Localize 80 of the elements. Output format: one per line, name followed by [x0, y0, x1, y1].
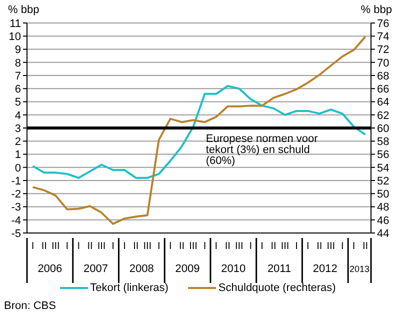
y-axis-title: % bbp [8, 4, 40, 16]
text: 2012 [312, 263, 338, 275]
x-tick-label: II [224, 241, 230, 252]
x-tick-label: III [189, 241, 198, 252]
text: 2010 [221, 263, 246, 275]
y-tick-label: -5 [11, 228, 21, 240]
y-tick-label: -2 [11, 188, 21, 201]
x-tick-label: I [249, 241, 252, 252]
text: 2007 [84, 263, 108, 275]
y2-tick-label: 62 [377, 110, 390, 122]
y2-tick-label: 46 [377, 214, 390, 227]
x-tick-label: III [143, 241, 152, 252]
x-tick-label: II [87, 241, 93, 252]
x-tick-label: I [157, 241, 160, 252]
y2-tick-label: 56 [377, 149, 390, 162]
text: 2006 [38, 263, 62, 275]
x-tick-label: I [123, 241, 126, 252]
x-tick-label: II [41, 241, 47, 252]
x-tick-label: I [77, 241, 80, 252]
x-tick-label: I [168, 241, 172, 252]
x-tick-label: II [316, 241, 322, 252]
y-tick-label: 7 [14, 70, 21, 82]
y-tick-label: 10 [8, 31, 21, 44]
legend-label: Tekort (linkeras) [90, 282, 168, 294]
x-tick-label: II [179, 241, 185, 252]
x-tick-label: III [280, 241, 290, 252]
x-tick-label: I [340, 241, 344, 252]
text: Bron: CBS [4, 300, 56, 312]
x-tick-label: II [133, 241, 139, 252]
y-tick-label: 9 [14, 44, 21, 56]
x-tick-label: I [66, 241, 69, 252]
y2-tick-label: 60 [377, 122, 390, 135]
y-tick-label: 6 [14, 84, 21, 96]
y2-tick-label: 74 [377, 31, 390, 44]
x-tick-label: III [97, 241, 106, 252]
y-tick-label: 2 [14, 136, 21, 148]
text: 2009 [175, 263, 200, 275]
text: 2013 [350, 264, 370, 274]
x-tick-label: III [51, 241, 60, 252]
x-tick-label: I [306, 241, 310, 252]
y2-axis-title: % bbp [360, 4, 392, 16]
y2-tick-label: 50 [377, 188, 390, 201]
y2-tick-label: 68 [377, 70, 390, 82]
y2-tick-label: 48 [377, 202, 390, 214]
y2-tick-label: 52 [377, 175, 390, 188]
y2-tick-label: 58 [377, 136, 390, 148]
y-tick-label: -1 [11, 175, 21, 188]
y2-tick-label: 76 [377, 18, 390, 30]
x-tick-label: I [203, 241, 206, 252]
y2-tick-label: 72 [377, 44, 390, 56]
x-tick-label: II [270, 241, 276, 252]
y2-tick-label: 66 [377, 84, 390, 96]
x-tick-label: I [31, 241, 34, 252]
line-series [32, 36, 366, 225]
y-tick-label: 5 [14, 96, 21, 109]
x-tick-label: II [362, 241, 368, 252]
line-series [32, 85, 366, 179]
x-tick-label: III [326, 241, 336, 252]
x-tick-label: I [352, 241, 356, 252]
x-tick-label: III [234, 241, 244, 252]
y-tick-label: -4 [11, 214, 21, 227]
y-tick-label: 0 [14, 162, 21, 174]
x-tick-label: I [260, 241, 264, 252]
x-tick-label: I [112, 241, 114, 252]
text: 2011 [267, 263, 292, 275]
y2-tick-label: 44 [377, 228, 390, 240]
y-tick-label: 11 [10, 18, 21, 30]
y-tick-label: 1 [14, 149, 21, 162]
y2-tick-label: 64 [377, 96, 390, 109]
ref-line-label: Europese normen voor tekort (3%) en schuld (60%) [206, 132, 318, 167]
x-tick-label: I [295, 241, 298, 252]
text: 2008 [129, 263, 154, 275]
y-tick-label: 4 [14, 110, 21, 122]
y2-tick-label: 54 [377, 162, 390, 174]
y-tick-label: 3 [14, 122, 21, 135]
y2-tick-label: 70 [377, 57, 390, 70]
y-tick-label: -3 [11, 202, 21, 214]
legend-label: Schuldquote (rechteras) [218, 282, 336, 294]
x-tick-label: I [214, 241, 218, 252]
y-tick-label: 8 [14, 57, 21, 70]
